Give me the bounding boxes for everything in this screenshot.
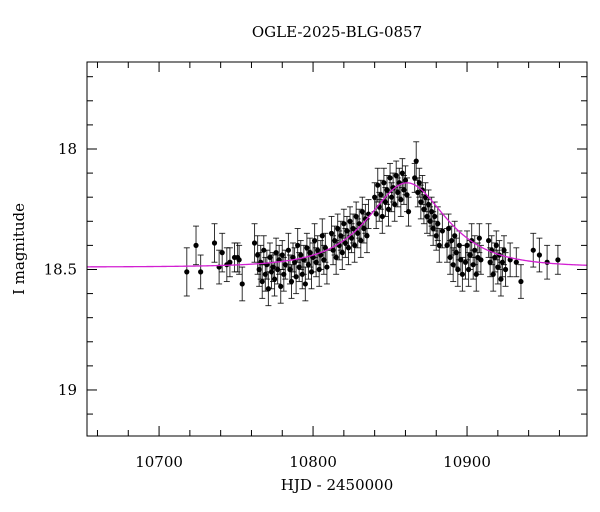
plot-frame bbox=[86, 61, 588, 437]
data-point bbox=[433, 220, 440, 251]
data-point bbox=[377, 179, 384, 210]
data-point bbox=[517, 264, 524, 299]
data-point bbox=[285, 232, 292, 268]
chart-title: OGLE-2025-BLG-0857 bbox=[252, 23, 422, 41]
y-tick-label: 18.5 bbox=[44, 260, 77, 278]
data-point bbox=[536, 237, 543, 273]
data-point bbox=[183, 247, 190, 297]
x-tick-label: 10800 bbox=[289, 453, 337, 471]
data-point bbox=[502, 252, 509, 287]
data-point bbox=[314, 235, 321, 266]
data-point bbox=[216, 249, 223, 285]
data-point bbox=[374, 167, 381, 203]
data-point bbox=[513, 247, 520, 278]
data-point bbox=[303, 232, 310, 263]
axis-tick-labels: 10700 10800 10900 18 18.5 19 bbox=[44, 140, 491, 471]
data-point bbox=[416, 167, 423, 198]
data-point bbox=[271, 261, 278, 297]
data-point bbox=[351, 228, 358, 263]
data-point bbox=[485, 223, 492, 258]
data-point bbox=[403, 177, 410, 213]
model-curve bbox=[87, 182, 587, 268]
data-point bbox=[459, 256, 466, 292]
data-point bbox=[387, 162, 394, 193]
data-point bbox=[294, 228, 301, 263]
data-points bbox=[183, 141, 561, 307]
data-point bbox=[490, 256, 497, 292]
data-point bbox=[282, 249, 289, 280]
data-point bbox=[353, 201, 360, 232]
data-point bbox=[477, 244, 484, 275]
data-point bbox=[334, 213, 341, 244]
data-point bbox=[251, 223, 258, 263]
data-point bbox=[328, 215, 335, 251]
data-point bbox=[357, 223, 364, 258]
data-point bbox=[554, 244, 561, 275]
data-point bbox=[413, 141, 420, 181]
data-point bbox=[211, 223, 218, 263]
data-point bbox=[476, 223, 483, 254]
data-point bbox=[501, 235, 508, 266]
data-point bbox=[323, 249, 330, 285]
data-point bbox=[239, 266, 246, 302]
data-point bbox=[373, 199, 380, 230]
y-tick-label: 19 bbox=[58, 381, 77, 399]
data-point bbox=[311, 223, 318, 258]
data-point bbox=[379, 199, 386, 234]
data-point bbox=[236, 244, 243, 275]
data-point bbox=[474, 242, 481, 273]
y-axis-label: I magnitude bbox=[10, 203, 28, 295]
x-axis-label: HJD - 2450000 bbox=[281, 476, 394, 494]
data-point bbox=[297, 240, 304, 270]
x-tick-label: 10900 bbox=[443, 453, 491, 471]
data-point bbox=[425, 189, 432, 220]
data-point bbox=[450, 247, 457, 283]
x-tick-label: 10700 bbox=[135, 453, 183, 471]
data-point bbox=[363, 218, 370, 254]
data-point bbox=[256, 252, 263, 287]
data-point bbox=[405, 196, 412, 227]
data-point bbox=[268, 254, 275, 290]
data-point bbox=[507, 242, 514, 278]
axis-ticks bbox=[87, 62, 587, 436]
data-point bbox=[193, 225, 200, 266]
data-point bbox=[439, 213, 446, 249]
data-point bbox=[322, 232, 329, 263]
data-point bbox=[306, 237, 313, 268]
data-point bbox=[451, 220, 458, 251]
data-point bbox=[277, 268, 284, 304]
y-tick-label: 18 bbox=[58, 140, 77, 158]
data-point bbox=[197, 254, 204, 290]
data-point bbox=[226, 247, 233, 278]
data-point bbox=[436, 228, 443, 263]
